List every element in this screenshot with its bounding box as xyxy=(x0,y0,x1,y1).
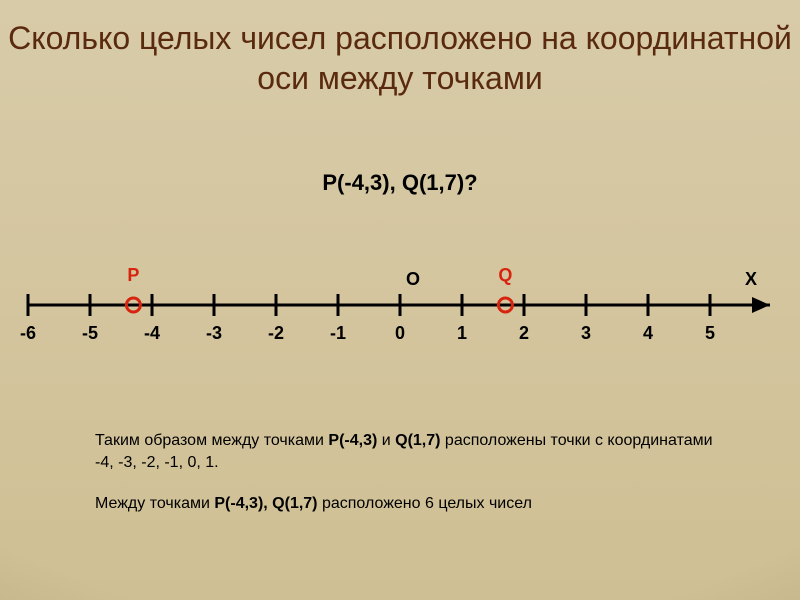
tick-label: -6 xyxy=(20,323,36,344)
tick-label: -1 xyxy=(330,323,346,344)
exp2-pre: Между точками xyxy=(95,495,214,512)
tick-label: -4 xyxy=(144,323,160,344)
origin-label: O xyxy=(406,269,420,290)
exp1-pre: Таким образом между точками xyxy=(95,432,328,449)
tick-label: 4 xyxy=(643,323,653,344)
exp2-b: Р(-4,3), Q(1,7) xyxy=(214,495,317,512)
point-q-label: Q xyxy=(498,265,512,286)
tick-label: 1 xyxy=(457,323,467,344)
slide: { "background": { "gradient_from": "#d8c… xyxy=(0,0,800,600)
tick-label: -5 xyxy=(82,323,98,344)
explanation-line-2: Между точками Р(-4,3), Q(1,7) расположен… xyxy=(95,495,715,513)
explanation-line-1: Таким образом между точками Р(-4,3) и Q(… xyxy=(95,430,715,475)
exp1-b1: Р(-4,3) xyxy=(328,432,377,449)
tick-label: 5 xyxy=(705,323,715,344)
tick-label: -2 xyxy=(268,323,284,344)
point-q-label-text: Q xyxy=(498,265,512,285)
exp2-post: расположено 6 целых чисел xyxy=(318,495,532,512)
exp1-b2: Q(1,7) xyxy=(395,432,440,449)
origin-label-text: O xyxy=(406,269,420,289)
tick-label: 0 xyxy=(395,323,405,344)
tick-label: -3 xyxy=(206,323,222,344)
x-axis-label-text: X xyxy=(745,269,757,289)
exp1-mid: и xyxy=(377,432,395,449)
tick-label: 2 xyxy=(519,323,529,344)
point-p-label-text: P xyxy=(127,265,139,285)
point-p-label: P xyxy=(127,265,139,286)
x-axis-label: X xyxy=(745,269,757,290)
tick-label: 3 xyxy=(581,323,591,344)
